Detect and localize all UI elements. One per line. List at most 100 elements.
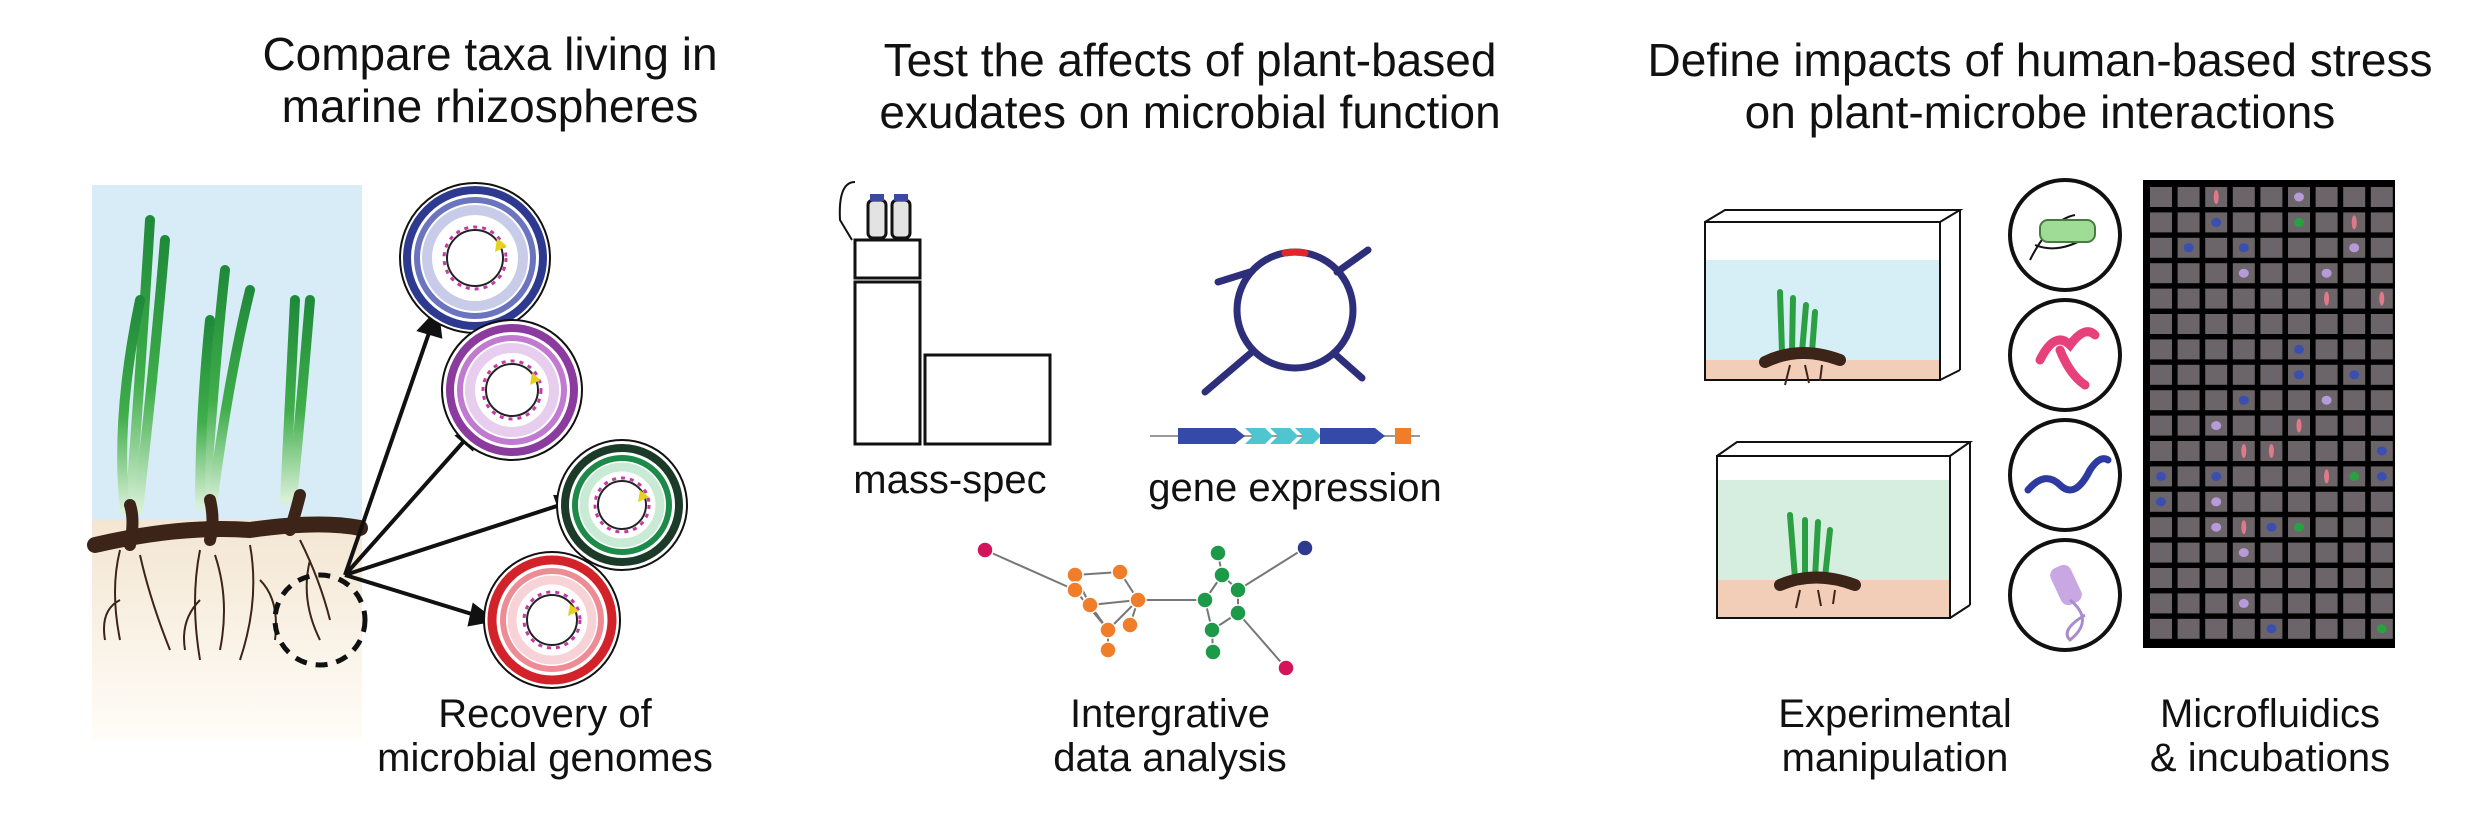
- chip-chamber: [2205, 542, 2228, 563]
- chip-microbe: [2211, 471, 2222, 481]
- chip-chamber: [2370, 187, 2393, 207]
- chip-chamber: [2177, 314, 2200, 334]
- chip-chamber: [2177, 466, 2200, 487]
- microfluidics-label-line2: & incubations: [2149, 736, 2391, 780]
- chip-chamber: [2370, 263, 2393, 284]
- chip-microbe: [2321, 268, 2332, 278]
- chip-chamber: [2260, 491, 2283, 512]
- chip-chamber: [2205, 263, 2228, 284]
- chip-chamber: [2370, 364, 2393, 385]
- chip-microbe: [2294, 370, 2304, 380]
- chip-chamber: [2260, 263, 2283, 284]
- chip-chamber: [2343, 263, 2366, 284]
- chip-microbe: [2379, 291, 2385, 306]
- chip-chamber: [2343, 415, 2366, 436]
- tank-green-icon: [1716, 441, 1974, 619]
- chip-chamber: [2232, 491, 2255, 512]
- chip-microbe: [2241, 520, 2247, 535]
- chip-microbe: [2296, 418, 2302, 433]
- chip-chamber: [2370, 237, 2393, 258]
- chip-microbe: [2294, 344, 2304, 354]
- chip-microbe: [2238, 395, 2249, 405]
- chip-chamber: [2260, 314, 2283, 334]
- chip-microbe: [2266, 522, 2277, 532]
- chip-chamber: [2177, 415, 2200, 436]
- chip-microbe: [2211, 522, 2222, 532]
- chip-chamber: [2370, 212, 2393, 233]
- chip-chamber: [2232, 618, 2255, 639]
- chip-chamber: [2150, 237, 2172, 258]
- chip-chamber: [2150, 618, 2172, 639]
- genome-purple-icon: [441, 319, 583, 461]
- mass-spec-icon: [838, 181, 1052, 446]
- chip-microbe: [2238, 268, 2249, 278]
- panel2-title: Test the affects of plant-based exudates…: [780, 34, 1600, 138]
- chip-chamber: [2315, 364, 2338, 385]
- panel2-title-line1: Test the affects of plant-based: [883, 34, 1497, 86]
- experimental-label-line1: Experimental: [1778, 692, 2012, 736]
- chip-microbe: [2156, 471, 2166, 481]
- chip-chamber: [2177, 618, 2200, 639]
- chip-microbe: [2211, 421, 2222, 431]
- chip-chamber: [2343, 390, 2366, 411]
- chip-chamber: [2288, 593, 2310, 614]
- chip-chamber: [2177, 491, 2200, 512]
- chip-chamber: [2288, 441, 2310, 461]
- panel1-title-line1: Compare taxa living in: [262, 28, 718, 80]
- chip-microbe: [2294, 192, 2304, 202]
- chip-chamber: [2232, 212, 2255, 233]
- chip-chamber: [2315, 491, 2338, 512]
- chip-chamber: [2232, 339, 2255, 360]
- experimental-label: Experimental manipulation: [1735, 692, 2055, 780]
- chip-chamber: [2205, 390, 2228, 411]
- chip-chamber: [2177, 288, 2200, 309]
- chip-microbe: [2213, 190, 2219, 204]
- microbe-flagellate-icon: [2008, 538, 2122, 652]
- chip-chamber: [2150, 415, 2172, 436]
- chip-chamber: [2288, 263, 2310, 284]
- chip-chamber: [2315, 593, 2338, 614]
- chip-microbe: [2211, 217, 2222, 227]
- chip-chamber: [2343, 314, 2366, 334]
- chip-microbe: [2351, 215, 2357, 230]
- sediment-background: [92, 520, 362, 740]
- microbe-spiral-icon: [2008, 418, 2122, 532]
- chip-chamber: [2260, 568, 2283, 588]
- chip-microbe: [2183, 243, 2194, 253]
- chip-chamber: [2370, 314, 2393, 334]
- chip-chamber: [2232, 288, 2255, 309]
- chip-chamber: [2150, 314, 2172, 334]
- chip-chamber: [2150, 542, 2172, 563]
- network-nodes: [976, 539, 1314, 677]
- chip-chamber: [2370, 415, 2393, 436]
- chip-chamber: [2150, 212, 2172, 233]
- chip-chamber: [2288, 466, 2310, 487]
- chip-chamber: [2260, 542, 2283, 563]
- chip-chamber: [2343, 542, 2366, 563]
- chip-chamber: [2288, 390, 2310, 411]
- mass-spec-label: mass-spec: [853, 458, 1047, 502]
- chip-chamber: [2315, 517, 2338, 538]
- chip-chamber: [2260, 212, 2283, 233]
- chip-chamber: [2315, 237, 2338, 258]
- chip-microbe: [2294, 522, 2304, 532]
- gene-map-icon: [1150, 428, 1420, 444]
- chip-microbe: [2321, 395, 2332, 405]
- chip-chamber: [2288, 542, 2310, 563]
- chip-chamber: [2343, 568, 2366, 588]
- panel2-label: Intergrative data analysis: [1000, 692, 1340, 780]
- genome-red-icon: [483, 551, 621, 689]
- chip-chamber: [2232, 364, 2255, 385]
- chip-chamber: [2205, 618, 2228, 639]
- panel1-label-line1: Recovery of: [438, 692, 652, 736]
- chip-chamber: [2150, 339, 2172, 360]
- chip-chamber: [2205, 593, 2228, 614]
- chip-chamber: [2343, 593, 2366, 614]
- panel1-label: Recovery of microbial genomes: [360, 692, 730, 780]
- chip-chamber: [2315, 212, 2338, 233]
- chip-chamber: [2177, 364, 2200, 385]
- chip-chamber: [2205, 288, 2228, 309]
- chip-microbe: [2349, 243, 2360, 253]
- chip-chamber: [2150, 441, 2172, 461]
